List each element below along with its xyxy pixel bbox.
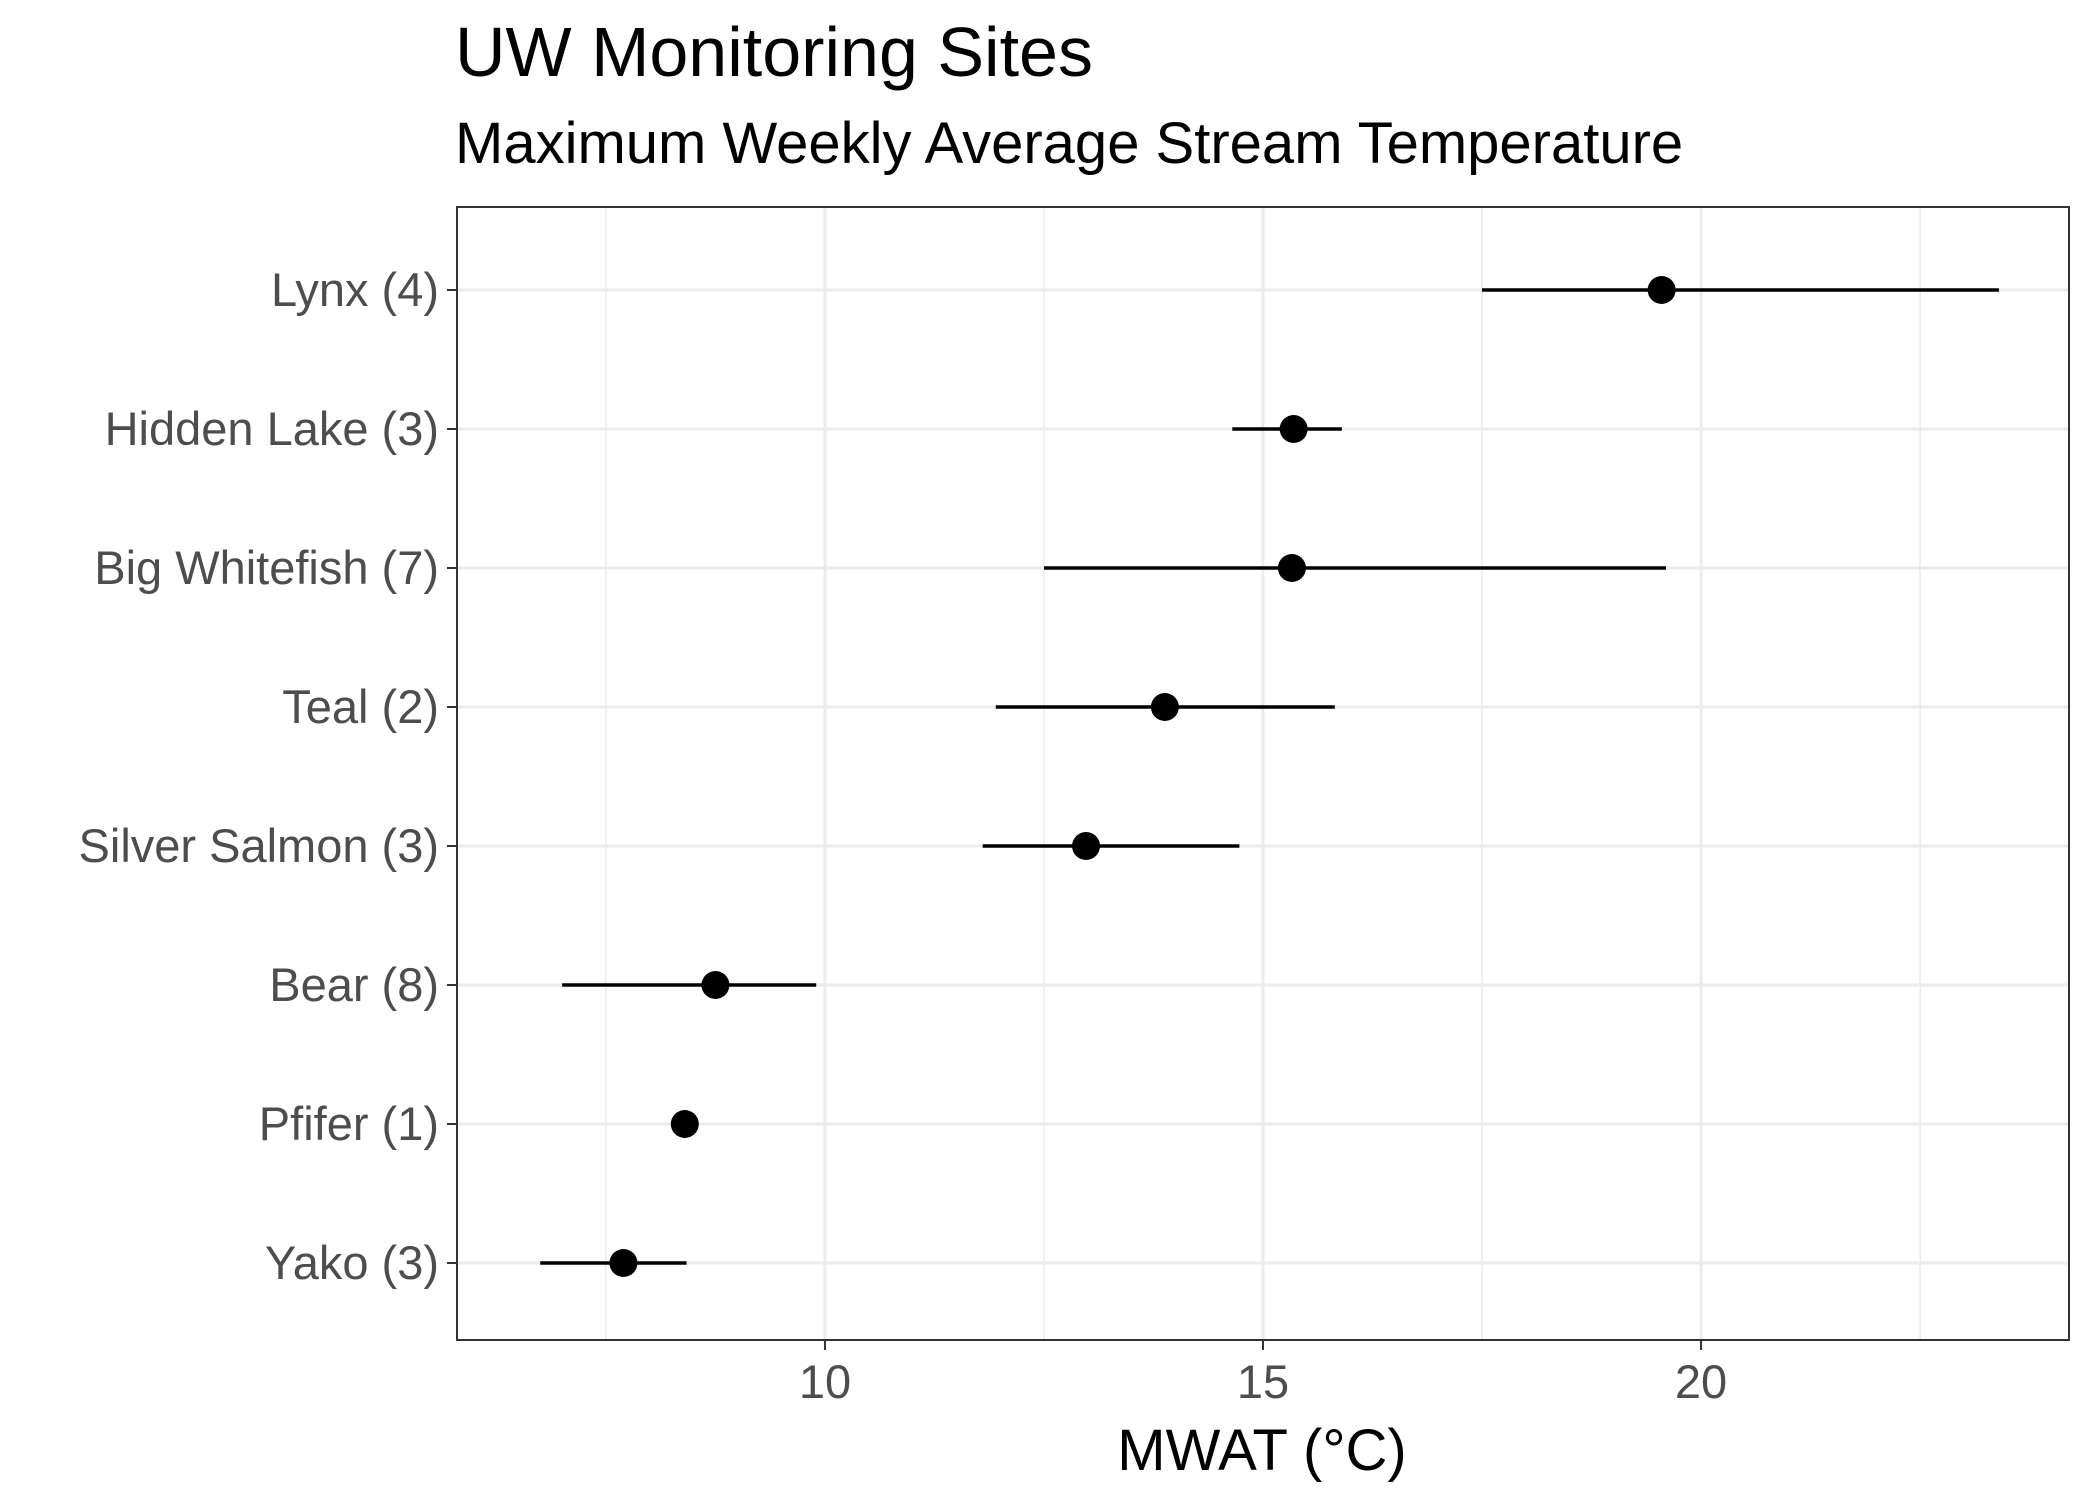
data-point <box>1279 415 1308 443</box>
y-tick-label: Teal (2) <box>282 680 439 733</box>
marks-layer <box>540 276 1999 1277</box>
x-tick-label: 20 <box>1675 1355 1727 1408</box>
y-tick-label: Pfifer (1) <box>259 1097 439 1150</box>
axis-layer: Lynx (4) Hidden Lake (3) Big Whitefish (7)… <box>79 263 1728 1408</box>
data-point <box>1150 693 1179 721</box>
y-tick-label: Hidden Lake (3) <box>105 402 439 455</box>
data-point <box>609 1249 638 1277</box>
y-tick-label: Yako (3) <box>265 1236 439 1289</box>
data-point <box>1647 276 1676 304</box>
data-point <box>1277 554 1306 582</box>
grid-layer <box>457 207 2069 1340</box>
data-point <box>701 971 730 999</box>
x-axis-title: MWAT (°C) <box>1117 1418 1407 1483</box>
x-tick-label: 15 <box>1237 1355 1289 1408</box>
y-tick-label: Big Whitefish (7) <box>94 541 439 594</box>
chart-title: UW Monitoring Sites <box>455 13 1093 91</box>
y-tick-label: Bear (8) <box>269 958 439 1011</box>
data-point <box>1072 832 1101 860</box>
y-tick-label: Lynx (4) <box>271 263 439 316</box>
data-point <box>670 1110 699 1138</box>
x-tick-label: 10 <box>799 1355 851 1408</box>
y-tick-label: Silver Salmon (3) <box>79 819 439 872</box>
chart-subtitle: Maximum Weekly Average Stream Temperatur… <box>455 111 1684 176</box>
